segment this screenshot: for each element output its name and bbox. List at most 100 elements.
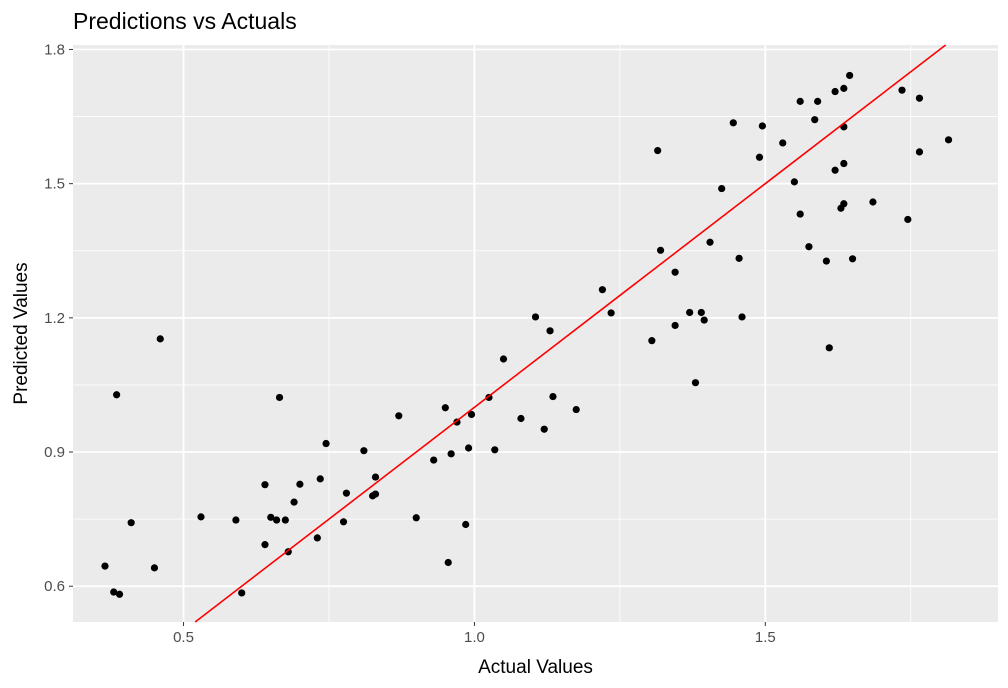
data-point (831, 87, 839, 96)
data-point (491, 446, 499, 454)
data-point (598, 286, 607, 294)
data-point (540, 425, 548, 433)
data-point (464, 444, 473, 452)
data-point (811, 116, 819, 124)
data-point (607, 309, 615, 317)
data-point (281, 516, 289, 524)
data-point (848, 255, 857, 263)
data-point (779, 139, 787, 147)
x-axis-title: Actual Values (478, 657, 593, 678)
data-point (273, 516, 281, 524)
data-point (275, 393, 284, 402)
data-point (671, 321, 679, 330)
x-tick-label: 0.5 (173, 629, 194, 646)
data-point (790, 178, 798, 186)
data-point (430, 456, 438, 464)
data-point (110, 588, 118, 596)
x-tick-label: 1.5 (755, 629, 776, 646)
data-point (648, 337, 656, 345)
chart-title: Predictions vs Actuals (73, 8, 297, 34)
data-point (197, 513, 205, 521)
data-point (904, 215, 912, 224)
data-point (150, 564, 159, 572)
data-point (718, 184, 726, 193)
data-point (467, 410, 476, 419)
data-point (444, 558, 452, 567)
data-point (572, 405, 580, 414)
y-axis: 0.6 0.9 1.2 1.5 1.8 (44, 41, 73, 595)
data-point (395, 412, 403, 420)
data-point (825, 344, 833, 352)
data-points (101, 71, 953, 598)
x-tick-label: 1.0 (464, 629, 485, 646)
data-point (261, 481, 269, 489)
data-point (831, 166, 839, 174)
data-point (805, 243, 813, 251)
data-point (447, 450, 455, 458)
data-point (238, 589, 246, 597)
data-point (290, 498, 298, 506)
data-point (691, 379, 700, 387)
data-point (371, 490, 380, 498)
data-point (499, 355, 508, 363)
data-point (261, 541, 269, 549)
data-point (462, 520, 470, 529)
grid-minor (73, 45, 998, 622)
data-point (697, 308, 705, 317)
reference-line-segment (194, 44, 947, 623)
data-point (814, 97, 822, 105)
data-point (654, 146, 662, 155)
data-point (840, 159, 848, 168)
data-point (156, 335, 164, 343)
data-point (441, 404, 449, 412)
data-point (313, 534, 321, 542)
data-point (755, 153, 764, 161)
data-point (915, 148, 924, 156)
y-tick-label: 0.6 (44, 578, 65, 595)
data-point (360, 447, 368, 455)
data-point (944, 136, 953, 144)
data-point (101, 562, 109, 570)
data-point (549, 392, 557, 401)
x-axis: 0.5 1.0 1.5 (173, 622, 776, 646)
plot-panel (73, 45, 998, 622)
data-point (371, 473, 380, 481)
data-point (796, 210, 804, 218)
y-tick-label: 1.5 (44, 176, 65, 193)
data-point (822, 257, 830, 265)
y-axis-title: Predicted Values (11, 262, 32, 404)
data-point (869, 198, 877, 206)
data-point (840, 200, 848, 208)
data-point (342, 489, 351, 497)
data-point (915, 94, 924, 102)
data-point (840, 84, 848, 92)
data-point (671, 268, 679, 276)
data-point (339, 518, 348, 526)
data-point (316, 475, 324, 483)
data-point (412, 514, 420, 522)
data-point (796, 97, 804, 105)
data-point (758, 122, 766, 130)
grid-major (73, 45, 998, 622)
data-point (232, 516, 240, 524)
data-point (706, 238, 714, 246)
data-point (127, 519, 135, 527)
data-point (686, 308, 694, 317)
data-point (296, 480, 304, 488)
data-point (729, 119, 737, 127)
y-tick-label: 1.8 (44, 41, 65, 58)
data-point (531, 313, 540, 321)
data-point (115, 590, 124, 598)
data-point (700, 316, 708, 324)
data-point (846, 71, 854, 80)
y-tick-label: 1.2 (44, 310, 65, 327)
data-point (656, 246, 665, 254)
data-point (898, 86, 906, 94)
data-point (517, 414, 525, 423)
data-point (322, 439, 330, 448)
data-point (267, 513, 275, 521)
data-point (546, 327, 554, 335)
data-point (113, 391, 121, 399)
data-point (735, 254, 743, 262)
